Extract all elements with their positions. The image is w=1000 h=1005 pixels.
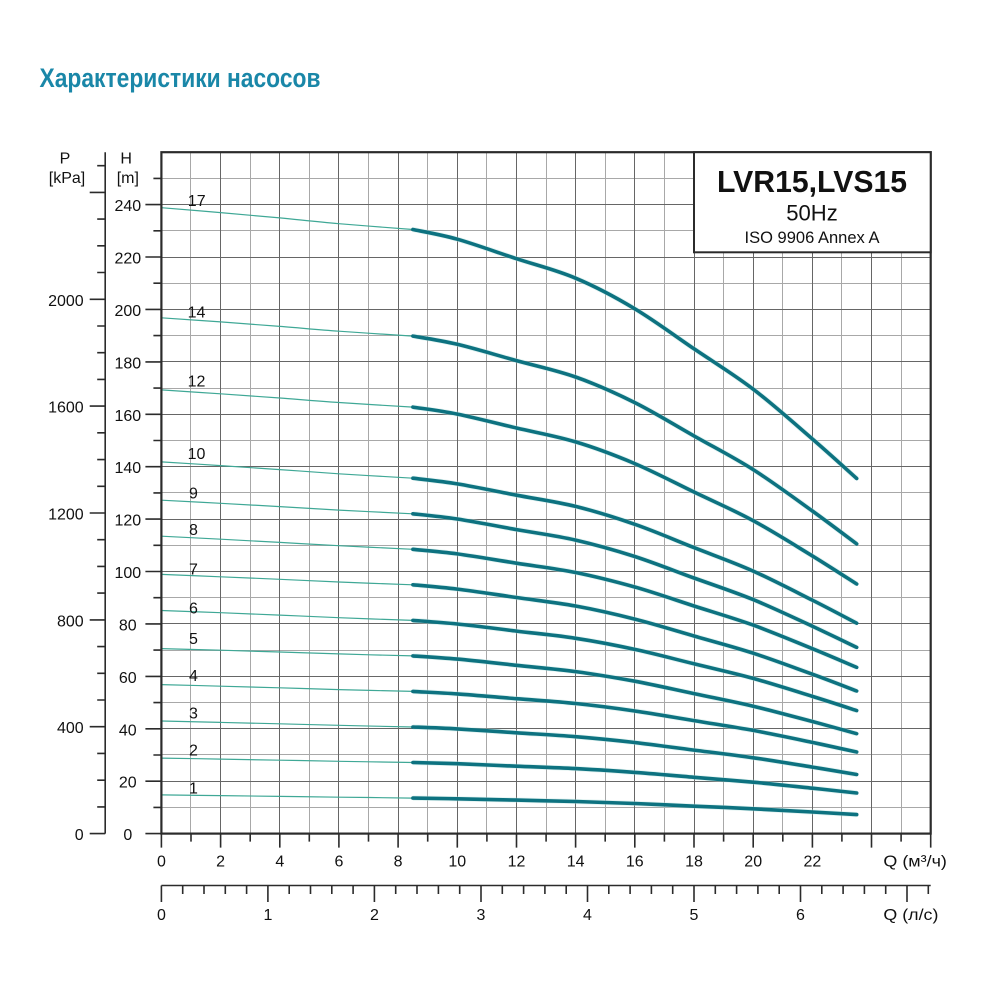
svg-text:9: 9	[189, 486, 198, 503]
svg-text:2: 2	[216, 854, 225, 871]
svg-text:0: 0	[157, 907, 166, 924]
svg-text:16: 16	[626, 854, 644, 871]
svg-text:1: 1	[263, 907, 272, 924]
svg-text:0: 0	[123, 827, 132, 844]
svg-text:80: 80	[119, 617, 137, 634]
svg-text:240: 240	[114, 198, 141, 215]
svg-text:4: 4	[583, 907, 592, 924]
svg-text:3: 3	[477, 907, 486, 924]
svg-text:10: 10	[188, 446, 206, 463]
svg-text:14: 14	[188, 304, 206, 321]
svg-text:Характеристики насосов: Характеристики насосов	[40, 63, 321, 93]
svg-text:3: 3	[189, 706, 198, 723]
svg-text:180: 180	[114, 355, 141, 372]
svg-text:4: 4	[189, 668, 198, 685]
svg-text:220: 220	[114, 251, 141, 268]
svg-text:10: 10	[448, 854, 466, 871]
svg-text:2: 2	[370, 907, 379, 924]
svg-text:LVR15,LVS15: LVR15,LVS15	[717, 164, 907, 199]
svg-text:1200: 1200	[48, 507, 84, 524]
svg-text:200: 200	[114, 303, 141, 320]
svg-text:4: 4	[275, 854, 284, 871]
svg-text:[kPa]: [kPa]	[49, 170, 85, 187]
svg-text:50Hz: 50Hz	[786, 200, 838, 225]
svg-text:5: 5	[189, 631, 198, 648]
svg-text:2000: 2000	[48, 293, 84, 310]
svg-text:8: 8	[394, 854, 403, 871]
svg-text:Q (м³/ч): Q (м³/ч)	[883, 854, 947, 871]
svg-text:800: 800	[57, 613, 84, 630]
svg-text:[m]: [m]	[117, 170, 139, 187]
svg-text:22: 22	[804, 854, 822, 871]
svg-text:100: 100	[114, 565, 141, 582]
svg-text:6: 6	[189, 601, 198, 618]
svg-text:ISO 9906 Annex A: ISO 9906 Annex A	[745, 228, 881, 247]
svg-text:0: 0	[157, 854, 166, 871]
svg-text:40: 40	[119, 722, 137, 739]
svg-text:400: 400	[57, 720, 84, 737]
svg-text:120: 120	[114, 513, 141, 530]
svg-text:60: 60	[119, 670, 137, 687]
svg-text:12: 12	[188, 373, 206, 390]
svg-text:6: 6	[796, 907, 805, 924]
svg-text:18: 18	[685, 854, 703, 871]
svg-text:140: 140	[114, 460, 141, 477]
svg-text:20: 20	[744, 854, 762, 871]
svg-text:5: 5	[690, 907, 699, 924]
svg-text:12: 12	[508, 854, 526, 871]
svg-text:1600: 1600	[48, 400, 84, 417]
svg-text:Q (л/с): Q (л/с)	[883, 907, 938, 924]
svg-text:P: P	[60, 151, 71, 168]
svg-text:0: 0	[75, 827, 84, 844]
svg-text:6: 6	[334, 854, 343, 871]
svg-text:160: 160	[114, 408, 141, 425]
svg-text:2: 2	[189, 743, 198, 760]
svg-text:H: H	[120, 151, 132, 168]
svg-text:17: 17	[188, 193, 206, 210]
svg-text:7: 7	[189, 562, 198, 579]
svg-text:1: 1	[189, 780, 198, 797]
svg-text:8: 8	[189, 522, 198, 539]
svg-text:20: 20	[119, 775, 137, 792]
svg-text:14: 14	[567, 854, 585, 871]
